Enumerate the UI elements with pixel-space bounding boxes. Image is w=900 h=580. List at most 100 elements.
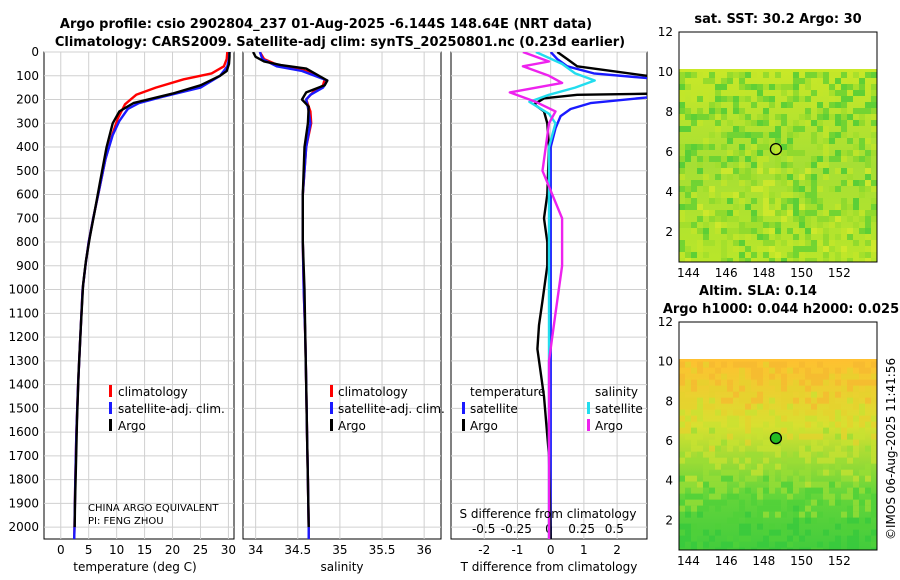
map-cell [739,463,745,470]
map-cell [697,204,703,210]
map-cell [859,180,865,186]
map-cell [793,126,799,132]
map-cell [793,409,799,416]
map-cell [781,529,787,536]
map-cell [739,457,745,464]
map-cell [853,180,859,186]
map-cell [685,421,691,428]
map-cell [811,84,817,90]
map-cell [805,547,811,550]
map-cell [853,403,859,410]
map-cell [847,469,853,476]
x-tick-label: 34 [248,543,263,557]
map-cell [679,475,685,482]
map-cell [811,72,817,78]
map-cell [721,216,727,222]
map-cell [841,475,847,482]
map-cell [763,192,769,198]
map-cell [733,493,739,500]
map-cell [709,493,715,500]
map-cell [847,421,853,428]
map-cell [799,481,805,488]
map-cell [799,192,805,198]
map-cell [835,415,841,422]
map-cell [817,162,823,168]
map-cell [793,505,799,512]
map-cell [859,78,865,84]
map-cell [739,90,745,96]
map-cell [727,174,733,180]
map-cell [805,216,811,222]
x-tick-label: 34.5 [284,543,311,557]
map-cell [871,379,877,386]
map-cell [733,210,739,216]
map-cell [829,415,835,422]
map-cell [817,373,823,380]
map-cell [745,204,751,210]
map-cell [679,114,685,120]
map-cell [859,228,865,234]
map-cell [775,499,781,506]
map-cell [823,457,829,464]
map-cell [739,150,745,156]
map-cell [829,156,835,162]
map-x-tick-label: 144 [677,554,700,568]
map-cell [847,379,853,386]
map-cell [697,180,703,186]
map-cell [727,96,733,102]
map-cell [823,78,829,84]
map-cell [823,379,829,386]
map-cell [691,90,697,96]
map-cell [835,72,841,78]
map-cell [847,367,853,374]
map-cell [853,397,859,404]
map-cell [715,457,721,464]
map-cell [817,547,823,550]
map-y-tick-label: 2 [665,513,673,527]
map-cell [685,361,691,368]
map-cell [739,258,745,262]
map-cell [739,180,745,186]
map-cell [787,84,793,90]
map-cell [871,451,877,458]
legend-label-satellite: satellite-adj. clim. [118,402,225,416]
map-x-tick-label: 146 [715,266,738,280]
map-cell [703,541,709,548]
map-cell [811,198,817,204]
map-cell [865,234,871,240]
map-cell [727,397,733,404]
map-cell [871,198,877,204]
map-cell [709,499,715,506]
map-cell [871,252,877,258]
map-cell [715,216,721,222]
map-cell [787,174,793,180]
map-cell [709,216,715,222]
map-cell [817,108,823,114]
map-cell [733,204,739,210]
map-cell [703,529,709,536]
map-cell [805,162,811,168]
map-cell [805,96,811,102]
map-cell [859,108,865,114]
map-cell [727,132,733,138]
map-cell [823,481,829,488]
map-cell [763,156,769,162]
map-cell [811,258,817,262]
map-cell [793,228,799,234]
map-x-tick-label: 146 [715,554,738,568]
map-cell [811,547,817,550]
map-cell [841,373,847,380]
map-cell [709,198,715,204]
map-cell [871,361,877,368]
map-cell [757,487,763,494]
map-cell [799,126,805,132]
map-cell [709,439,715,446]
map-cell [727,433,733,440]
salinity-panel: 34 34.5 35 35.5 36 salinity climatology sate… [242,51,445,574]
map-cell [769,445,775,452]
map-cell [781,391,787,398]
map-cell [859,210,865,216]
map-cell [793,246,799,252]
map-cell [727,541,733,548]
map-cell [757,403,763,410]
